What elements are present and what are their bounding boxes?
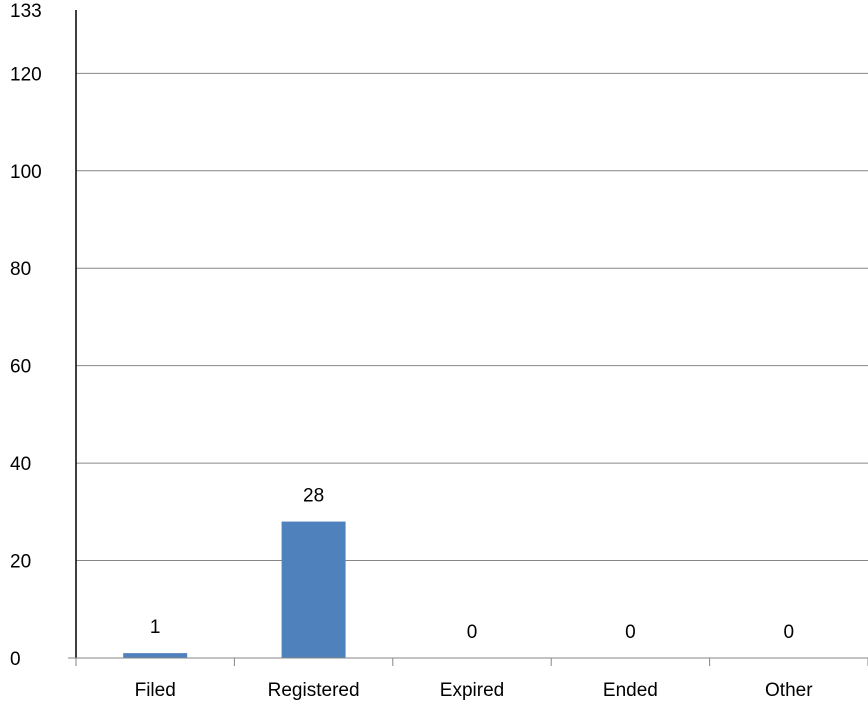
gridlines xyxy=(76,72,868,562)
data-label: 0 xyxy=(784,622,795,643)
data-label: 0 xyxy=(467,622,478,643)
x-tick-labels: Filed Registered Expired Ended Other xyxy=(135,680,814,701)
y-tick-label: 133 xyxy=(10,1,42,22)
y-tick-label: 100 xyxy=(10,162,42,183)
x-tick-label: Other xyxy=(765,680,813,701)
y-tick-label: 0 xyxy=(10,649,21,670)
bar-filed xyxy=(123,653,188,658)
data-label: 0 xyxy=(625,622,636,643)
x-tick-label: Ended xyxy=(603,680,658,701)
x-tick-label: Registered xyxy=(268,680,360,701)
bars xyxy=(123,521,346,658)
y-tick-label: 80 xyxy=(10,259,31,280)
y-tick-label: 40 xyxy=(10,454,31,475)
data-labels: 1 28 0 0 0 xyxy=(150,486,794,643)
y-tick-label: 60 xyxy=(10,357,31,378)
x-tick-label: Expired xyxy=(440,680,504,701)
bar-registered xyxy=(281,521,346,658)
y-tick-labels: 0 20 40 60 80 100 120 133 xyxy=(10,1,42,670)
x-tick-label: Filed xyxy=(135,680,176,701)
data-label: 1 xyxy=(150,617,161,638)
axes xyxy=(68,10,868,666)
y-tick-label: 120 xyxy=(10,64,42,85)
y-tick-label: 20 xyxy=(10,552,31,573)
data-label: 28 xyxy=(303,486,324,507)
